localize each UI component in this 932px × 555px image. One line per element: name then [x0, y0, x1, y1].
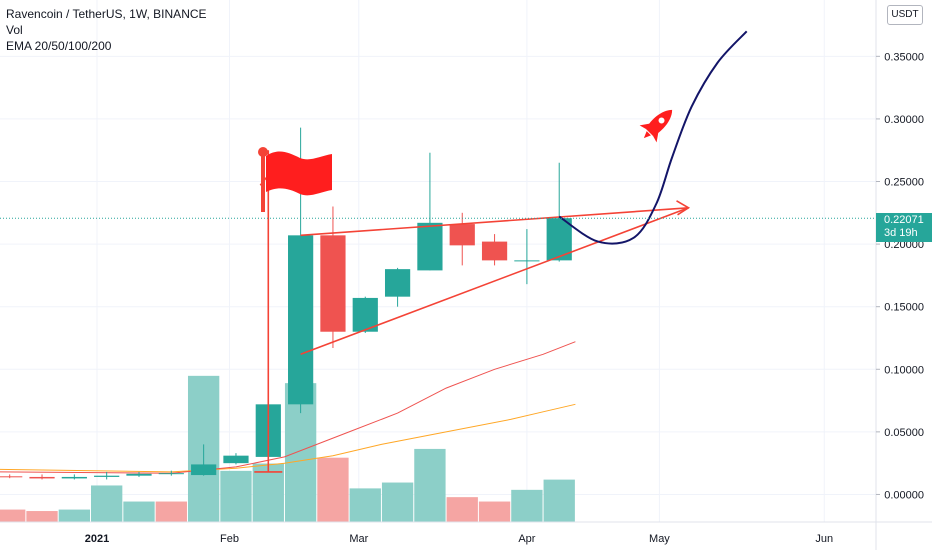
volume-bar	[446, 497, 478, 522]
y-tick-label: 0.15000	[884, 302, 924, 314]
candle-body	[223, 455, 249, 464]
ema-indicator-label[interactable]: EMA 20/50/100/200	[6, 39, 112, 53]
price-scale-bg	[876, 0, 932, 550]
volume-bar	[123, 501, 155, 522]
volume-bar	[349, 488, 381, 522]
drawing-annotations	[0, 30, 876, 473]
x-tick-label: Mar	[349, 533, 368, 545]
volume-bar	[478, 501, 511, 522]
candle-body	[288, 235, 314, 405]
bar-countdown: 3d 19h	[884, 227, 918, 239]
candle-body	[320, 235, 346, 332]
x-tick-label: 2021	[85, 533, 109, 545]
x-tick-label: Jun	[815, 533, 833, 545]
y-tick-label: 0.25000	[884, 177, 924, 189]
volume-indicator-label[interactable]: Vol	[6, 23, 23, 37]
currency-badge[interactable]: USDT	[887, 5, 923, 25]
chart-legend: Ravencoin / TetherUS, 1W, BINANCE Vol EM…	[6, 6, 207, 54]
volume-bar	[543, 479, 575, 522]
candle-body	[384, 269, 411, 297]
time-scale-bg	[0, 522, 932, 550]
volume-bar	[252, 463, 284, 522]
candle-body	[514, 260, 540, 262]
volume-bar	[317, 457, 349, 522]
volume-bar	[0, 509, 26, 522]
x-tick-label: Apr	[518, 533, 535, 545]
y-tick-label: 0.30000	[884, 114, 924, 126]
rocket-body	[645, 109, 673, 137]
volume-bars	[0, 375, 575, 522]
candle-body	[158, 473, 184, 475]
candle-body	[94, 475, 120, 477]
projection-curve	[558, 30, 748, 245]
volume-bar	[91, 485, 123, 522]
last-price-tag: 0.22071 3d 19h	[876, 213, 932, 242]
last-price-value: 0.22071	[884, 214, 924, 226]
trendline-arrowhead	[676, 200, 691, 216]
flag-knob	[258, 147, 268, 157]
lower-trendline	[300, 207, 689, 356]
candle-body	[61, 476, 87, 479]
volume-bar	[26, 511, 58, 522]
volume-bar	[155, 501, 187, 522]
rocket-fin-right	[653, 130, 659, 143]
rocket-fin-left	[639, 123, 652, 129]
y-tick-label: 0.35000	[884, 51, 924, 63]
flag-cloth	[266, 151, 332, 196]
volume-bar	[381, 482, 414, 522]
y-tick-label: 0.20000	[884, 239, 924, 251]
volume-bar	[511, 489, 543, 522]
volume-bar	[220, 470, 252, 522]
candle-body	[481, 241, 508, 261]
symbol-title[interactable]: Ravencoin / TetherUS, 1W, BINANCE	[6, 7, 207, 21]
flag-pole	[261, 152, 265, 212]
y-tick-label: 0.00000	[884, 489, 924, 501]
y-tick-label: 0.05000	[884, 427, 924, 439]
candle-body	[191, 464, 217, 476]
candle-body	[29, 476, 55, 479]
candle-body	[126, 473, 152, 476]
x-tick-label: Feb	[220, 533, 239, 545]
rocket-window	[658, 117, 665, 124]
flag-icon	[258, 147, 332, 212]
rocket-icon	[639, 109, 673, 143]
y-tick-label: 0.10000	[884, 364, 924, 376]
candle-body	[449, 224, 475, 246]
candle-body	[417, 222, 443, 271]
volume-bar	[58, 509, 91, 522]
volume-bar	[414, 448, 446, 522]
candle-body	[0, 476, 23, 478]
x-tick-label: May	[649, 533, 670, 545]
upper-trendline	[300, 207, 689, 237]
rocket-flame	[643, 131, 651, 139]
